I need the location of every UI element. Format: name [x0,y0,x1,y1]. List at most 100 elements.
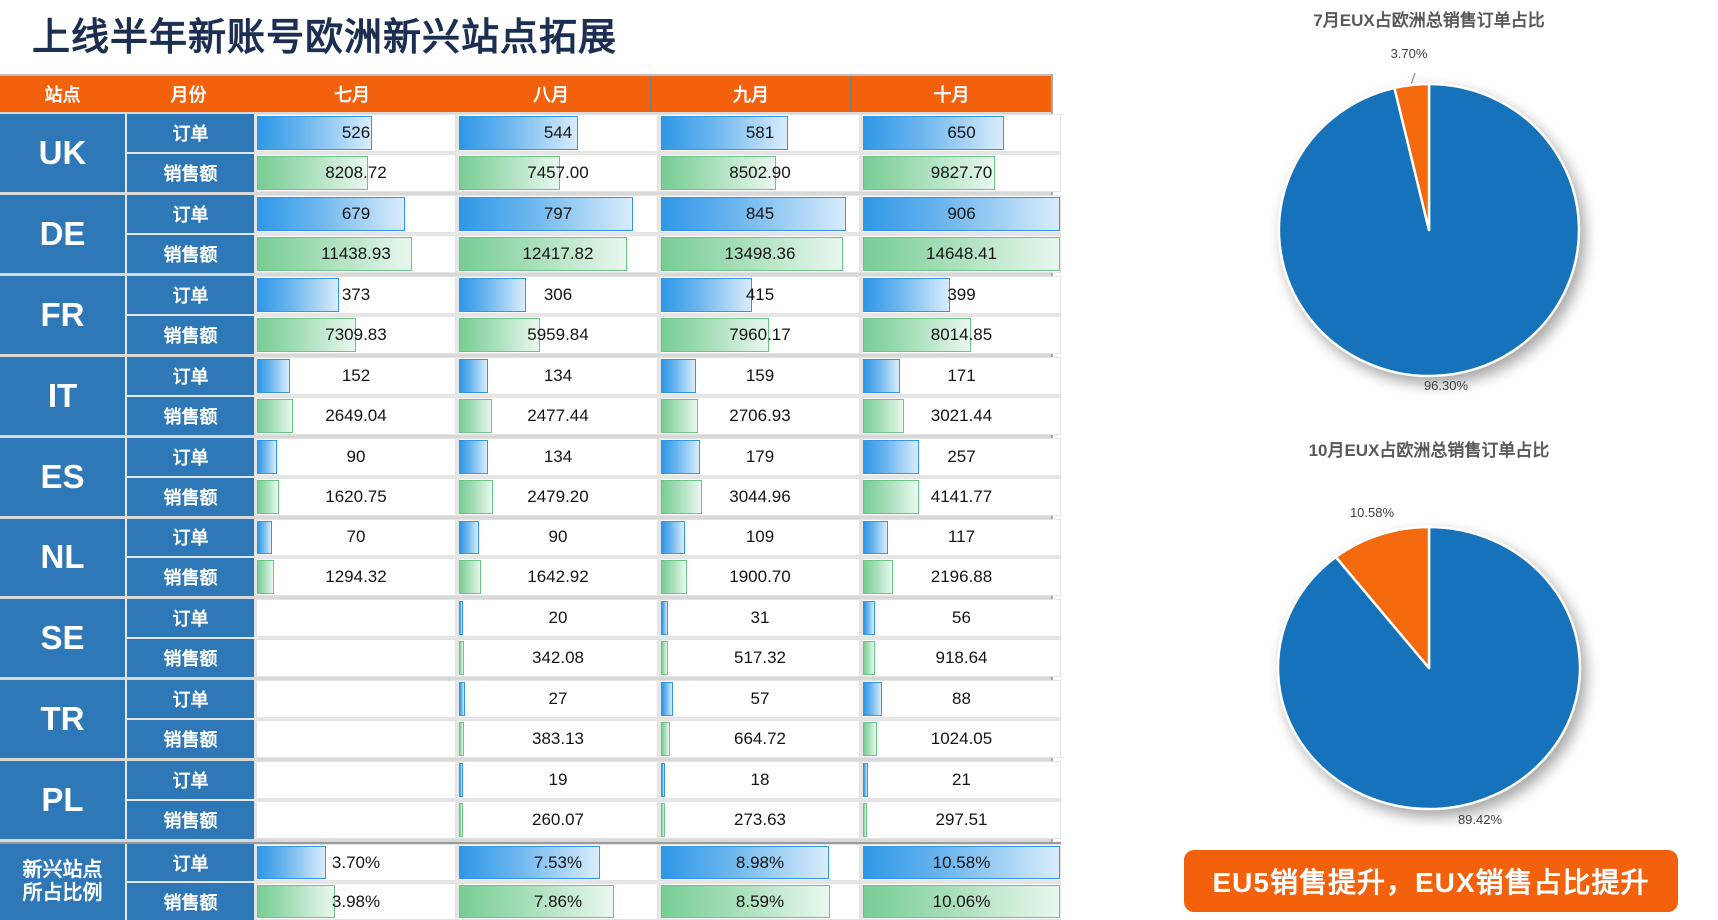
data-bar [661,155,776,190]
data-bar [459,803,463,838]
pie1-eux-label: 3.70% [1390,46,1428,61]
cell-DE-sales-八月: 12417.82 [458,234,658,273]
cell-PCT-pct_sales-七月: 3.98% [256,883,456,920]
cell-PCT-pct_orders-八月: 7.53% [458,844,658,882]
cell-SE-orders-七月 [256,599,456,638]
table-group-FR: FR 订单 373 306 415 399 销售额 7309.83 5959.84 7960.17… [0,275,1061,354]
data-bar [257,358,291,393]
data-bar [661,116,788,150]
cell-PCT-pct_sales-十月: 10.06% [862,883,1061,920]
data-bar [661,236,844,271]
data-bar [257,439,277,474]
cell-NL-orders-八月: 90 [458,518,658,557]
table-group-NL: NL 订单 70 90 109 117 销售额 1294.32 1642.92 1900.70 21… [0,518,1061,597]
data-bar [257,479,279,514]
site-label-PL: PL [0,761,125,840]
cell-SE-sales-九月: 517.32 [660,639,860,678]
data-bar [257,885,336,918]
data-bar [459,398,493,433]
cell-ES-sales-九月: 3044.96 [660,477,860,516]
cell-FR-sales-八月: 5959.84 [458,315,658,354]
metric-label-sales: 销售额 [127,234,254,273]
cell-ES-orders-十月: 257 [862,437,1061,476]
cell-NL-sales-八月: 1642.92 [458,558,658,597]
table-group-UK: UK 订单 526 544 581 650 销售额 8208.72 7457.00 8502.90… [0,114,1061,192]
data-bar [661,358,696,393]
metric-label-sales: 销售额 [127,558,254,597]
metric-label-sales: 销售额 [127,477,254,516]
cell-SE-sales-十月: 918.64 [862,639,1061,678]
site-label-FR: FR [0,275,125,354]
data-bar [863,277,950,312]
cell-TR-orders-七月 [256,680,456,719]
cell-NL-orders-九月: 109 [660,518,860,557]
metric-label-sales: 销售额 [127,396,254,435]
conclusion-banner: EU5销售提升，EUX销售占比提升 [1184,850,1678,912]
site-label-NL: NL [0,518,125,597]
header-october: 十月 [933,85,970,105]
data-bar [661,277,752,312]
site-label-TR: TR [0,680,125,759]
data-bar [459,560,482,595]
cell-PL-sales-九月: 273.63 [660,801,860,840]
header-september: 九月 [652,76,852,112]
cell-TR-orders-八月: 27 [458,680,658,719]
data-bar [661,885,831,918]
data-bar [661,601,668,636]
data-bar [459,317,540,352]
cell-PL-orders-七月 [256,761,456,800]
metric-label-orders: 订单 [127,437,254,476]
data-bar [863,317,971,352]
cell-PL-sales-七月 [256,801,456,840]
cell-IT-orders-八月: 134 [458,356,658,395]
cell-PL-orders-八月: 19 [458,761,658,800]
cell-PCT-pct_orders-十月: 10.58% [862,844,1061,882]
data-bar [863,601,876,636]
metric-label-sales: 销售额 [127,639,254,678]
site-label-SE: SE [0,599,125,678]
cell-FR-sales-十月: 8014.85 [862,315,1061,354]
data-bar [459,520,479,555]
cell-TR-sales-九月: 664.72 [660,720,860,759]
cell-ES-sales-七月: 1620.75 [256,477,456,516]
data-bar [257,398,293,433]
data-bar [863,479,919,514]
pie-chart-october [1276,525,1582,811]
cell-UK-sales-九月: 8502.90 [660,153,860,192]
metric-label-sales: 销售额 [127,315,254,354]
cell-FR-orders-七月: 373 [256,275,456,314]
cell-DE-orders-八月: 797 [458,194,658,233]
header-month: 月份 [170,85,207,105]
data-bar [661,439,701,474]
pie2-title: 10月EUX占欧洲总销售订单占比 [1308,441,1550,460]
data-bar [863,520,889,555]
cell-PCT-pct_orders-九月: 8.98% [660,844,860,882]
pie-slice [1334,525,1431,670]
cell-ES-sales-十月: 4141.77 [862,477,1061,516]
data-bar [459,116,578,150]
pie-chart-july [1277,72,1581,378]
metric-label-orders: 订单 [127,761,254,800]
cell-UK-sales-十月: 9827.70 [862,153,1061,192]
cell-NL-sales-七月: 1294.32 [256,558,456,597]
table-group-DE: DE 订单 679 797 845 906 销售额 11438.93 12417.82 13498… [0,194,1061,273]
cell-PL-orders-十月: 21 [862,761,1061,800]
cell-SE-orders-八月: 20 [458,599,658,638]
cell-TR-orders-九月: 57 [660,680,860,719]
data-bar [863,358,901,393]
cell-DE-orders-十月: 906 [862,194,1061,233]
header-site: 站点 [44,85,81,105]
cell-IT-orders-七月: 152 [256,356,456,395]
data-bar [459,277,526,312]
pie1-main-label: 96.30% [1423,378,1469,393]
cell-DE-orders-九月: 845 [660,194,860,233]
cell-UK-orders-十月: 650 [862,114,1061,152]
table-group-TR: TR 订单 27 57 88 销售额 383.13 664.72 1024.05 [0,680,1061,759]
metric-label-orders: 订单 [127,518,254,557]
cell-SE-sales-八月: 342.08 [458,639,658,678]
data-bar [661,722,670,757]
data-bar [257,277,339,312]
metric-label-sales: 销售额 [127,153,254,192]
cell-NL-orders-十月: 117 [862,518,1061,557]
data-bar [257,846,327,880]
